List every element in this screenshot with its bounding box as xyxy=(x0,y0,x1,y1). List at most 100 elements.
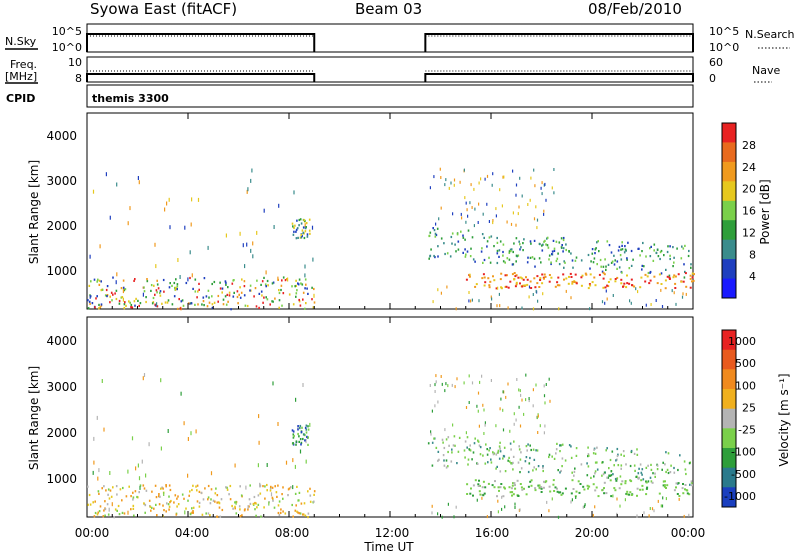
data-cell xyxy=(241,514,243,517)
data-cell xyxy=(673,471,676,474)
data-cell xyxy=(464,456,466,459)
data-cell xyxy=(624,482,627,485)
data-cell xyxy=(295,279,297,282)
data-cell xyxy=(542,465,544,468)
data-cell xyxy=(299,236,302,239)
power-yticks-2000: 2000 xyxy=(46,219,77,233)
data-cell xyxy=(139,302,142,305)
data-cell xyxy=(548,274,551,276)
data-cell xyxy=(487,461,489,464)
data-cell xyxy=(513,278,516,281)
data-cell xyxy=(646,486,649,489)
data-cell xyxy=(447,436,450,439)
data-cell xyxy=(151,302,154,305)
data-cell xyxy=(538,257,541,260)
data-cell xyxy=(498,292,500,296)
data-cell xyxy=(265,285,267,288)
nsearch-label: N.Search xyxy=(745,28,795,41)
data-cell xyxy=(603,487,605,490)
data-cell xyxy=(429,186,431,190)
data-cell xyxy=(296,485,298,488)
data-cell xyxy=(89,254,91,259)
data-cell xyxy=(653,509,655,513)
data-cell xyxy=(583,488,586,491)
data-cell xyxy=(664,279,667,282)
data-cell xyxy=(529,444,531,447)
data-cell xyxy=(221,291,223,294)
data-cell xyxy=(478,202,480,206)
data-cell xyxy=(666,250,669,254)
data-cell xyxy=(492,275,494,278)
data-cell xyxy=(173,295,176,298)
data-cell xyxy=(138,491,140,494)
data-cell xyxy=(681,245,683,248)
data-cell xyxy=(159,495,161,498)
data-cell xyxy=(650,245,652,248)
data-cell xyxy=(295,228,298,231)
cpid-label: CPID xyxy=(6,92,35,105)
data-cell xyxy=(263,506,265,509)
data-cell xyxy=(667,245,669,248)
data-cell xyxy=(673,274,676,277)
data-cell xyxy=(125,304,127,307)
data-cell xyxy=(478,181,480,185)
data-cell xyxy=(487,277,490,280)
data-cell xyxy=(304,514,307,517)
data-cell xyxy=(598,273,601,276)
data-cell xyxy=(291,285,293,288)
data-cell xyxy=(651,481,654,484)
data-cell xyxy=(508,251,511,254)
xtick-0800: 08:00 xyxy=(275,526,310,540)
data-cell xyxy=(531,256,534,259)
data-cell xyxy=(293,190,295,195)
data-cell xyxy=(542,243,544,246)
data-cell xyxy=(629,299,631,303)
data-cell xyxy=(162,278,165,282)
data-cell xyxy=(601,489,604,492)
data-cell xyxy=(460,212,462,216)
data-cell xyxy=(642,478,645,481)
data-cell xyxy=(274,297,276,300)
data-cell xyxy=(148,499,151,502)
data-cell xyxy=(565,289,567,293)
data-cell xyxy=(302,513,305,516)
data-cell xyxy=(446,252,449,255)
power-scatter xyxy=(87,167,695,311)
data-cell xyxy=(518,445,520,448)
data-cell xyxy=(455,307,457,311)
data-cell xyxy=(603,481,606,484)
data-cell xyxy=(481,486,484,489)
data-cell xyxy=(633,464,636,467)
data-cell xyxy=(451,242,453,245)
data-cell xyxy=(299,424,302,428)
data-cell xyxy=(641,484,644,487)
data-cell xyxy=(466,250,469,253)
data-cell xyxy=(666,484,669,487)
data-cell xyxy=(153,284,155,287)
data-cell xyxy=(543,273,546,276)
data-cell xyxy=(514,502,516,506)
data-cell xyxy=(625,286,628,289)
data-cell xyxy=(515,237,518,240)
data-cell xyxy=(444,252,446,256)
freq-label: Freq. xyxy=(10,58,37,71)
data-cell xyxy=(540,261,542,264)
data-cell xyxy=(233,291,235,294)
data-cell xyxy=(92,470,94,475)
data-cell xyxy=(484,423,486,427)
data-cell xyxy=(313,490,316,493)
data-cell xyxy=(532,307,535,311)
data-cell xyxy=(640,276,643,279)
data-cell xyxy=(558,284,561,287)
data-cell xyxy=(262,301,264,304)
data-cell xyxy=(133,279,135,282)
data-cell xyxy=(564,487,567,490)
data-cell xyxy=(542,292,544,296)
data-cell xyxy=(216,494,219,497)
data-cell xyxy=(305,459,307,464)
data-cell xyxy=(655,299,657,302)
data-cell xyxy=(541,273,544,276)
data-cell xyxy=(497,510,499,514)
data-cell xyxy=(167,429,169,433)
data-cell xyxy=(227,300,229,303)
